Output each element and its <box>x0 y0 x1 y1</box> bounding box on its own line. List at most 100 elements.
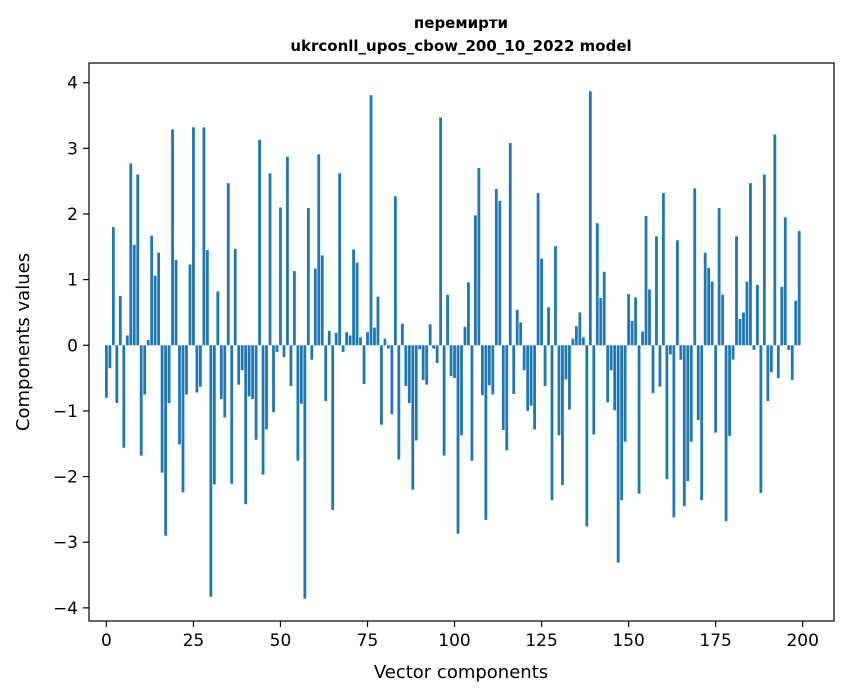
bar <box>240 345 244 371</box>
bar <box>132 244 136 346</box>
x-tick-label: 0 <box>101 631 112 651</box>
bar <box>383 338 387 346</box>
bar <box>157 252 161 346</box>
bar <box>219 345 223 400</box>
bar <box>641 331 644 346</box>
bar <box>188 264 192 346</box>
bar <box>233 248 237 346</box>
bar <box>703 252 707 346</box>
bar <box>178 345 181 445</box>
bar <box>627 294 630 346</box>
bar <box>125 335 129 346</box>
bar <box>247 345 251 397</box>
bar <box>797 231 801 346</box>
bar <box>686 345 690 482</box>
bar <box>762 174 766 346</box>
bar <box>648 289 651 346</box>
bar <box>327 330 331 346</box>
bar <box>561 345 564 486</box>
y-tick-label: −3 <box>53 533 78 553</box>
bar <box>595 223 599 346</box>
bar <box>487 345 491 386</box>
bar <box>599 298 603 346</box>
bar <box>721 294 724 346</box>
bar <box>345 332 349 346</box>
bar <box>359 337 362 346</box>
bar <box>787 345 791 350</box>
bar <box>728 345 731 436</box>
bar <box>390 345 394 415</box>
bar <box>620 345 624 501</box>
bar <box>425 345 429 385</box>
bar <box>616 345 620 563</box>
bar <box>467 282 470 346</box>
x-tick-label: 200 <box>786 631 818 651</box>
bar <box>498 200 502 346</box>
bar <box>693 188 697 346</box>
bar <box>108 345 112 369</box>
bar <box>338 173 342 346</box>
bar <box>574 326 578 346</box>
bar <box>428 324 432 346</box>
bar <box>226 183 230 346</box>
bar <box>237 345 241 385</box>
bar <box>522 345 526 371</box>
bar <box>209 345 213 597</box>
bar <box>272 345 275 413</box>
bar <box>790 345 794 381</box>
bar <box>672 345 676 518</box>
bar <box>118 296 122 346</box>
bar <box>393 196 397 346</box>
bar <box>313 268 317 346</box>
bar <box>651 345 655 394</box>
bar <box>223 345 227 418</box>
bar <box>554 246 557 346</box>
bar <box>296 345 300 461</box>
bar <box>341 345 345 352</box>
bar <box>167 345 171 404</box>
bar <box>512 345 516 394</box>
bar <box>387 345 390 349</box>
bar <box>484 345 488 520</box>
bar <box>550 345 554 501</box>
y-tick-label: 2 <box>67 205 78 225</box>
bar <box>766 345 770 402</box>
bar <box>578 312 582 346</box>
bar <box>258 139 261 346</box>
bar <box>164 345 167 536</box>
bar <box>460 345 463 436</box>
bar <box>453 345 456 379</box>
bar <box>160 345 164 473</box>
bar <box>714 345 718 433</box>
chart-title: перемирти <box>414 14 508 32</box>
bar <box>675 240 679 346</box>
bar <box>376 296 380 346</box>
bar <box>251 345 255 400</box>
bar <box>268 173 272 346</box>
bar <box>494 189 498 346</box>
bar <box>192 127 195 346</box>
y-tick-label: −2 <box>53 468 78 488</box>
bar <box>279 207 282 346</box>
bar <box>529 345 533 406</box>
bar <box>540 258 543 346</box>
bar <box>756 284 759 346</box>
bar <box>735 236 738 346</box>
bar <box>602 271 606 346</box>
bar <box>679 345 683 360</box>
bar <box>505 345 509 451</box>
bar <box>474 215 477 346</box>
y-tick-label: 3 <box>67 139 78 159</box>
bar <box>463 326 467 346</box>
bar <box>557 345 561 436</box>
bar <box>689 345 693 442</box>
x-axis-label: Vector components <box>374 662 548 683</box>
bar <box>373 327 376 346</box>
bar <box>421 345 425 381</box>
chart-subtitle: ukrconll_upos_cbow_200_10_2022 model <box>290 37 631 55</box>
bar <box>700 345 704 501</box>
bar <box>630 320 634 346</box>
bar <box>129 163 133 346</box>
bar <box>411 345 415 490</box>
